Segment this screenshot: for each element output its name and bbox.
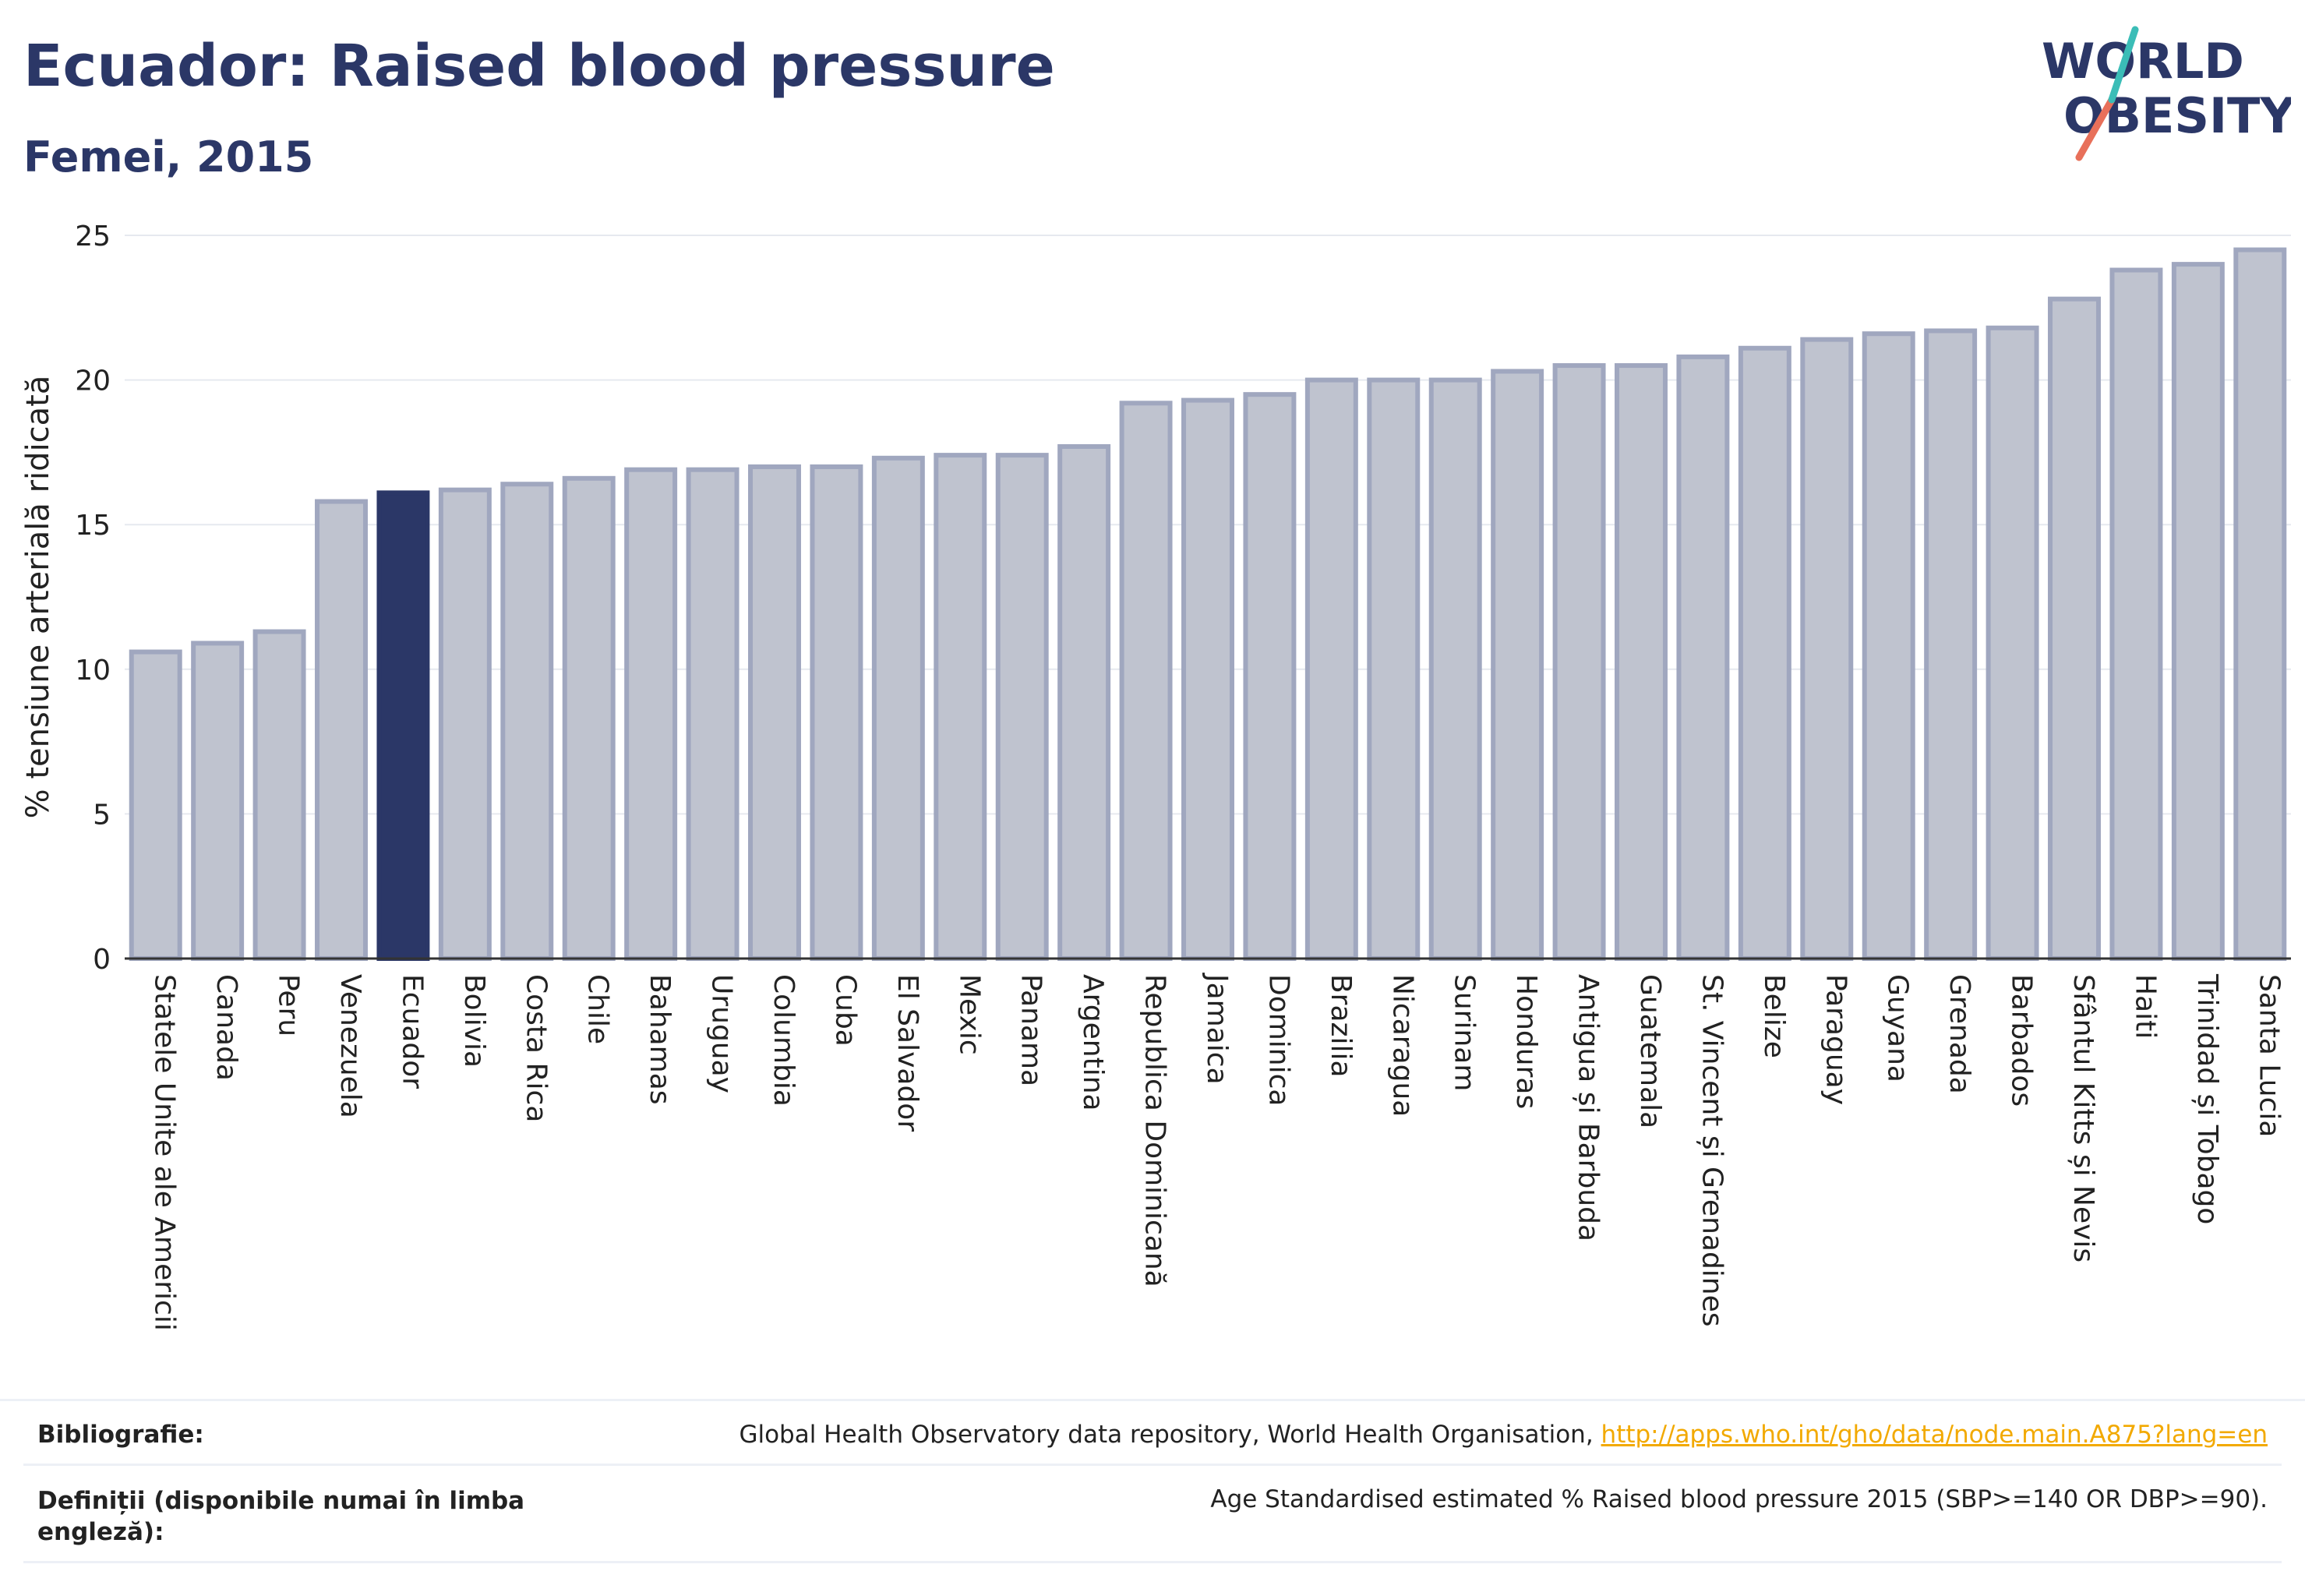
- page-subtitle: Femei, 2015: [23, 132, 314, 182]
- x-category-label: Canada: [210, 974, 242, 1081]
- logo-line1: WORLD: [2042, 33, 2244, 90]
- bar-columbia: [748, 464, 801, 961]
- x-category-label: Dominica: [1262, 974, 1294, 1107]
- x-category-label: Surinam: [1449, 974, 1481, 1091]
- x-category-label: Sfântul Kitts și Nevis: [2067, 974, 2099, 1262]
- x-category-label: Ecuador: [396, 974, 428, 1089]
- x-category-label: Chile: [582, 974, 614, 1044]
- bibliography-text: Global Health Observatory data repositor…: [739, 1421, 1601, 1449]
- bar-santa-lucia: [2233, 247, 2287, 961]
- bar-trinidad-i-tobago: [2171, 262, 2225, 961]
- bar-guatemala: [1615, 363, 1668, 962]
- bar-guyana: [1862, 331, 1915, 961]
- bar-chart: 0 5 10 15 20 25 Statele Unite ale Americii Can…: [20, 221, 2291, 1331]
- y-tick-label: 0: [93, 944, 111, 976]
- x-category-label: Grenada: [1943, 974, 1975, 1094]
- bar-honduras: [1491, 369, 1544, 961]
- y-tick-label: 5: [93, 799, 111, 831]
- bar-surinam: [1428, 377, 1482, 962]
- bar-panama: [995, 453, 1049, 961]
- bar-antigua-i-barbuda: [1552, 363, 1606, 962]
- bar-venezuela: [315, 499, 368, 961]
- bar-el-salvador: [871, 455, 925, 961]
- bibliography-label: Bibliografie:: [37, 1421, 204, 1449]
- x-category-label: Costa Rica: [520, 974, 552, 1122]
- x-category-label: Columbia: [768, 974, 800, 1107]
- x-category-label: Republica Dominicană: [1139, 974, 1171, 1287]
- bar-bahamas: [624, 467, 678, 961]
- x-category-label: Belize: [1758, 974, 1790, 1058]
- bar-peru: [252, 629, 306, 961]
- bar-costa-rica: [500, 482, 554, 961]
- bars: [129, 247, 2287, 962]
- footer-bibliography: Bibliografie: Global Health Observatory …: [23, 1399, 2282, 1464]
- x-category-label: Antigua și Barbuda: [1573, 974, 1604, 1241]
- bar-sf-ntul-kitts-i-nevis: [2048, 296, 2101, 961]
- x-category-label: Argentina: [1077, 974, 1109, 1111]
- x-category-label: Uruguay: [706, 974, 738, 1093]
- x-category-label: Panama: [1015, 974, 1047, 1086]
- x-category-label: Guyana: [1882, 974, 1914, 1082]
- bar-belize: [1738, 345, 1791, 961]
- bar-cuba: [810, 464, 863, 961]
- bar-brazilia: [1304, 377, 1358, 962]
- x-category-label: Cuba: [829, 974, 861, 1047]
- bar-dominica: [1243, 392, 1297, 962]
- bar-argentina: [1057, 443, 1111, 961]
- bar-paraguay: [1800, 337, 1854, 961]
- x-category-label: Bolivia: [458, 974, 490, 1068]
- footer-definitions: Definiții (disponibile numai în limba en…: [23, 1464, 2282, 1561]
- footer-divider-bottom: [23, 1561, 2282, 1563]
- bar-mexic: [934, 453, 987, 961]
- x-category-label: Bahamas: [644, 974, 676, 1105]
- x-category-label: Paraguay: [1820, 974, 1851, 1105]
- x-axis-labels: Statele Unite ale Americii Canada Peru Vene…: [149, 973, 2286, 1331]
- y-axis-ticks: 0 5 10 15 20 25: [75, 221, 111, 976]
- bar-statele-unite-ale-americii: [129, 649, 182, 961]
- x-category-label: Brazilia: [1325, 974, 1357, 1078]
- logo-slash-teal: [2108, 26, 2139, 104]
- x-category-label: Nicaragua: [1386, 974, 1418, 1117]
- bar-canada: [191, 641, 245, 962]
- world-obesity-logo: WORLD OBESITY: [2042, 26, 2291, 161]
- bar-bolivia: [438, 487, 492, 961]
- y-tick-label: 20: [75, 365, 111, 397]
- x-category-label: Honduras: [1510, 974, 1542, 1109]
- bar-ecuador: [376, 490, 430, 961]
- y-tick-label: 15: [75, 510, 111, 542]
- x-category-label: Mexic: [953, 974, 985, 1055]
- y-tick-label: 10: [75, 655, 111, 687]
- x-category-label: Barbados: [2006, 974, 2038, 1107]
- x-category-label: Venezuela: [334, 974, 366, 1118]
- x-category-label: Statele Unite ale Americii: [149, 974, 181, 1331]
- footer-divider-middle: [23, 1464, 2282, 1466]
- bar-st-vincent-i-grenadines: [1676, 354, 1730, 961]
- x-category-label: St. Vincent și Grenadines: [1696, 974, 1728, 1327]
- y-axis-label: % tensiune arterială ridicată: [20, 376, 56, 819]
- x-category-label: Guatemala: [1634, 974, 1666, 1128]
- y-tick-label: 25: [75, 221, 111, 252]
- x-category-label: Jamaica: [1201, 973, 1233, 1085]
- x-category-label: Santa Lucia: [2253, 974, 2285, 1137]
- bar-nicaragua: [1367, 377, 1421, 962]
- bibliography-value: Global Health Observatory data repositor…: [739, 1421, 2268, 1449]
- bar-barbados: [1986, 325, 2039, 961]
- x-category-label: Haiti: [2129, 974, 2161, 1039]
- bar-republica-dominican-: [1119, 401, 1173, 961]
- bar-grenada: [1924, 328, 1978, 962]
- definitions-label: Definiții (disponibile numai în limba en…: [37, 1487, 525, 1546]
- x-category-label: Trinidad și Tobago: [2191, 973, 2223, 1224]
- bar-uruguay: [686, 467, 740, 961]
- bar-jamaica: [1181, 397, 1234, 961]
- logo-slash-coral: [2075, 96, 2116, 161]
- bar-haiti: [2109, 267, 2163, 961]
- x-category-label: El Salvador: [891, 974, 923, 1132]
- definitions-text: Age Standardised estimated % Raised bloo…: [1210, 1485, 2268, 1513]
- bar-chile: [562, 475, 616, 961]
- bibliography-link[interactable]: http://apps.who.int/gho/data/node.main.A…: [1601, 1421, 2268, 1449]
- x-category-label: Peru: [273, 974, 305, 1036]
- page-title: Ecuador: Raised blood pressure: [23, 33, 1055, 100]
- footer-divider-top: [0, 1399, 2305, 1401]
